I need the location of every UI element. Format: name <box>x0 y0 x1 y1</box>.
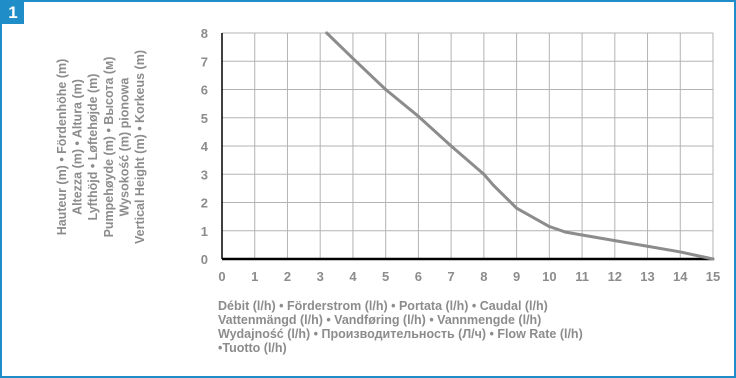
x-tick-label: 9 <box>513 269 520 284</box>
x-tick-label: 0 <box>218 269 225 284</box>
y-axis-label: Hauteur (m) • Fördenhöhe (m) Altezza (m) … <box>55 50 147 244</box>
x-tick-label: 3 <box>317 269 324 284</box>
x-tick-label: 11 <box>575 269 589 284</box>
x-tick-label: 14 <box>673 269 688 284</box>
data-point <box>613 239 617 243</box>
x-axis-label-line: Débit (l/h) • Förderstrom (l/h) • Portat… <box>218 299 548 313</box>
x-tick-label: 4 <box>349 269 357 284</box>
x-axis-label: Débit (l/h) • Förderstrom (l/h) • Portat… <box>218 299 718 355</box>
y-tick-label: 8 <box>201 26 208 41</box>
y-tick-label: 5 <box>201 111 208 126</box>
x-tick-label: 12 <box>608 269 622 284</box>
y-tick-label: 4 <box>201 139 209 154</box>
data-point <box>482 172 486 176</box>
figure-number-badge: 1 <box>2 2 24 24</box>
data-point <box>449 144 453 148</box>
data-point <box>547 225 551 229</box>
data-point <box>678 250 682 254</box>
data-point <box>492 184 496 188</box>
y-tick-label: 1 <box>201 224 208 239</box>
data-point <box>384 88 388 91</box>
x-tick-label: 6 <box>415 269 422 284</box>
data-point <box>351 56 355 60</box>
y-axis-label-line: Altezza (m) • Altura (m) <box>71 79 85 215</box>
x-axis-label-line: Vattenmängd (l/h) • Vandføring (l/h) • V… <box>218 313 542 327</box>
y-tick-label: 7 <box>201 54 208 69</box>
y-tick-label: 3 <box>201 167 208 182</box>
y-axis-label-line: Wysokość (m) pionowa <box>117 77 131 217</box>
y-axis-label-line: Pumpehøyde (m) • Высота (м) <box>102 57 116 238</box>
y-tick-label: 2 <box>201 196 208 211</box>
y-tick-label: 0 <box>201 252 208 267</box>
y-axis-label-line: Lyfthöjd • Løftehøjde (m) <box>86 74 100 221</box>
data-point <box>416 114 420 118</box>
data-point <box>325 31 329 35</box>
x-axis-label-line: Wydajność (l/h) • Производительность (Л/… <box>218 327 583 341</box>
y-axis-label-line: Hauteur (m) • Fördenhöhe (m) <box>55 59 69 236</box>
x-tick-label: 15 <box>706 269 720 284</box>
y-axis-label-line: Vertical Height (m) • Korkeus (m) <box>133 50 147 244</box>
x-tick-label: 7 <box>448 269 455 284</box>
x-tick-label: 2 <box>284 269 291 284</box>
x-tick-label: 13 <box>640 269 654 284</box>
data-point <box>711 257 715 261</box>
grid <box>221 32 714 260</box>
data-point <box>646 244 650 248</box>
data-point <box>564 230 568 234</box>
x-tick-label: 10 <box>542 269 556 284</box>
data-point <box>580 233 584 237</box>
y-tick-label: 6 <box>201 83 208 98</box>
data-point <box>515 206 519 210</box>
x-tick-label: 1 <box>251 269 258 284</box>
series-layer <box>325 31 715 261</box>
x-tick-label: 5 <box>382 269 389 284</box>
x-axis-label-line: •Tuotto (l/h) <box>218 341 287 355</box>
axes <box>221 33 714 261</box>
x-tick-label: 8 <box>480 269 487 284</box>
